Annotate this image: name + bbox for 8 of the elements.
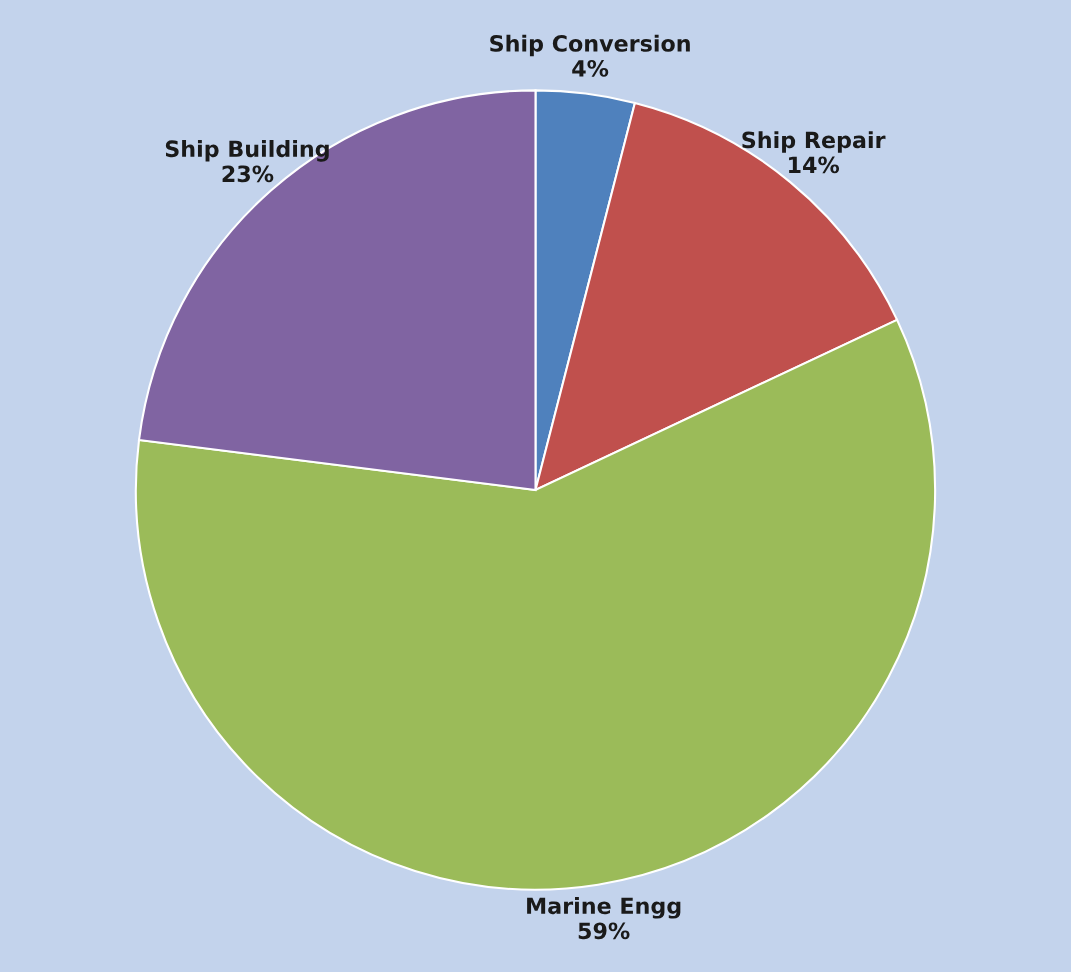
slice-label: Ship Conversion [490, 34, 690, 57]
data-label: 59% [578, 922, 630, 940]
data-label: 4% [572, 59, 609, 77]
slice-label: Ship Repair [742, 131, 886, 153]
slice-label: Marine Engg [527, 896, 681, 919]
slice-label: Ship Building [165, 139, 329, 162]
data-label: 14% [789, 156, 840, 174]
data-label: 23% [222, 165, 274, 183]
